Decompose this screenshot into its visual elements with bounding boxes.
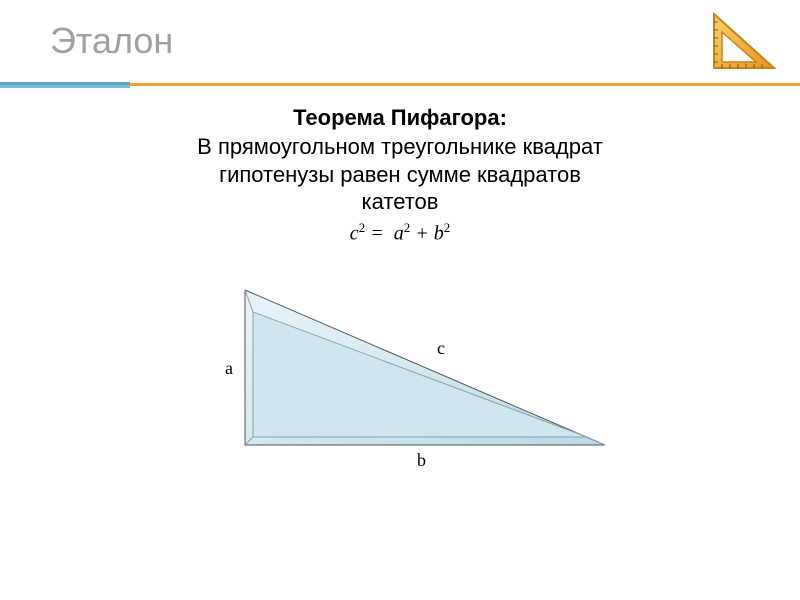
label-b: b <box>417 450 426 471</box>
slide-title: Эталон <box>50 20 173 62</box>
formula-plus: + <box>410 222 434 244</box>
ruler-triangle-icon <box>708 8 780 79</box>
formula-c: c <box>350 222 359 244</box>
triangle-diagram: a b c <box>185 280 615 510</box>
rule-accent-bottom <box>0 85 130 88</box>
formula-b-exp: 2 <box>444 220 451 235</box>
formula-b: b <box>434 222 444 244</box>
content-area: Теорема Пифагора: В прямоугольном треуго… <box>0 105 800 245</box>
rule-main <box>130 83 800 86</box>
pythagoras-formula: c2 = a2 + b2 <box>0 220 800 246</box>
theorem-line-1: В прямоугольном треугольнике квадрат <box>0 133 800 161</box>
theorem-line-3: катетов <box>0 188 800 216</box>
triangle-inner <box>253 312 587 437</box>
title-rule <box>0 82 800 88</box>
formula-eq: = <box>365 222 389 244</box>
theorem-line-2: гипотенузы равен сумме квадратов <box>0 161 800 189</box>
theorem-title: Теорема Пифагора: <box>0 105 800 131</box>
label-c: c <box>437 338 445 359</box>
formula-a: a <box>394 222 404 244</box>
label-a: a <box>225 358 233 379</box>
